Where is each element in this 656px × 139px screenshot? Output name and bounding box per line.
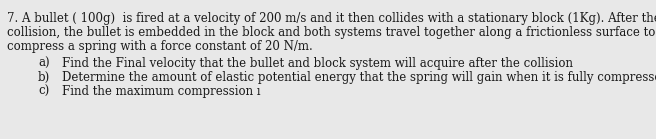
Text: Find the maximum compression ı: Find the maximum compression ı bbox=[62, 85, 260, 98]
Text: a): a) bbox=[38, 57, 50, 70]
Text: compress a spring with a force constant of 20 N/m.: compress a spring with a force constant … bbox=[7, 40, 313, 53]
Text: 7. A bullet ( 100g)  is fired at a velocity of 200 m/s and it then collides with: 7. A bullet ( 100g) is fired at a veloci… bbox=[7, 12, 656, 25]
Text: Find the Final velocity that the bullet and block system will acquire after the : Find the Final velocity that the bullet … bbox=[62, 57, 573, 70]
Text: b): b) bbox=[38, 71, 51, 84]
Text: c): c) bbox=[38, 85, 49, 98]
Text: Determine the amount of elastic potential energy that the spring will gain when : Determine the amount of elastic potentia… bbox=[62, 71, 656, 84]
Text: collision, the bullet is embedded in the block and both systems travel together : collision, the bullet is embedded in the… bbox=[7, 26, 656, 39]
